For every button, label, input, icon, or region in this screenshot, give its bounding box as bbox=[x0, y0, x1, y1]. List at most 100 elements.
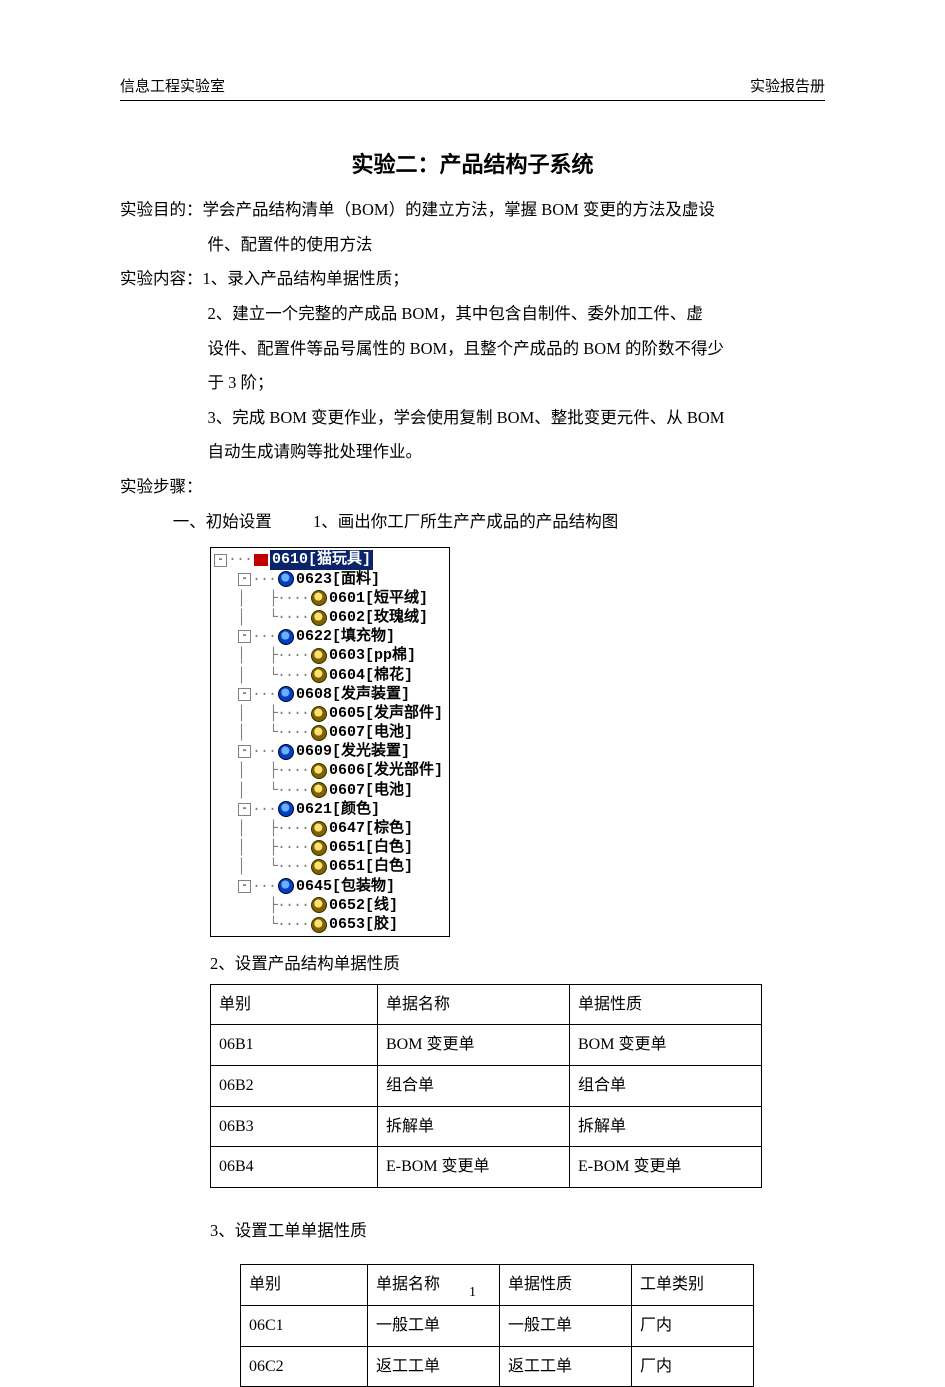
table-header-cell: 单别 bbox=[211, 984, 378, 1025]
tree-row[interactable]: │ └···· 0604[棉花] bbox=[213, 666, 443, 685]
table-cell: 返工工单 bbox=[368, 1346, 500, 1387]
table-cell: 06B3 bbox=[211, 1106, 378, 1147]
tree-row[interactable]: │ └···· 0607[电池] bbox=[213, 781, 443, 800]
tree-row[interactable]: ├···· 0652[线] bbox=[213, 896, 443, 915]
leaf-icon bbox=[311, 725, 327, 741]
table-cell: E-BOM 变更单 bbox=[378, 1147, 570, 1188]
table-workorder-type: 单别单据名称单据性质工单类别06C1一般工单一般工单厂内06C2返工工单返工工单… bbox=[240, 1264, 754, 1387]
table-cell: 厂内 bbox=[632, 1306, 754, 1347]
table-cell: 一般工单 bbox=[500, 1306, 632, 1347]
content-line1: 实验内容：1、录入产品结构单据性质； bbox=[120, 262, 825, 297]
table-row: 06B3拆解单拆解单 bbox=[211, 1106, 762, 1147]
table-row: 06C2返工工单返工工单厂内 bbox=[241, 1346, 754, 1387]
tree-row[interactable]: │ └···· 0602[玫瑰绒] bbox=[213, 608, 443, 627]
tree-row[interactable]: -··· 0609[发光装置] bbox=[213, 742, 443, 761]
node-icon bbox=[278, 744, 294, 760]
leaf-icon bbox=[311, 917, 327, 933]
table-row: 06B4E-BOM 变更单E-BOM 变更单 bbox=[211, 1147, 762, 1188]
collapse-icon[interactable]: - bbox=[238, 630, 251, 643]
table-header-cell: 单据名称 bbox=[378, 984, 570, 1025]
leaf-icon bbox=[311, 782, 327, 798]
content-item3a: 3、完成 BOM 变更作业，学会使用复制 BOM、整批变更元件、从 BOM bbox=[120, 401, 825, 436]
table-cell: 06B2 bbox=[211, 1065, 378, 1106]
table-cell: BOM 变更单 bbox=[570, 1025, 762, 1066]
header-left: 信息工程实验室 bbox=[120, 75, 225, 96]
tree-root-label: 0610[猫玩具] bbox=[270, 550, 373, 569]
step1-1: 1、画出你工厂所生产产成品的产品结构图 bbox=[313, 512, 618, 531]
tree-row[interactable]: │ └···· 0607[电池] bbox=[213, 723, 443, 742]
purpose-line1: 实验目的：学会产品结构清单（BOM）的建立方法，掌握 BOM 变更的方法及虚设 bbox=[120, 193, 825, 228]
doc-title: 实验二：产品结构子系统 bbox=[120, 147, 825, 179]
tree-row[interactable]: -··· 0622[填充物] bbox=[213, 627, 443, 646]
content-item1: 1、录入产品结构单据性质； bbox=[203, 269, 409, 288]
table-doc-type: 单别单据名称单据性质06B1BOM 变更单BOM 变更单06B2组合单组合单06… bbox=[210, 984, 762, 1188]
table-cell: 组合单 bbox=[378, 1065, 570, 1106]
header-right: 实验报告册 bbox=[750, 75, 825, 96]
bom-tree: -··· 0610[猫玩具] -··· 0623[面料] │ ├···· 060… bbox=[210, 547, 450, 937]
leaf-icon bbox=[311, 763, 327, 779]
content-label: 实验内容： bbox=[120, 262, 203, 297]
tree-row[interactable]: │ ├···· 0605[发声部件] bbox=[213, 704, 443, 723]
tree-label: 0653[胶] bbox=[329, 915, 398, 934]
tree-row[interactable]: └···· 0653[胶] bbox=[213, 915, 443, 934]
collapse-icon[interactable]: - bbox=[214, 554, 227, 567]
tree-label: 0601[短平绒] bbox=[329, 589, 428, 608]
tree-row[interactable]: │ ├···· 0647[棕色] bbox=[213, 819, 443, 838]
tree-row[interactable]: -··· 0621[颜色] bbox=[213, 800, 443, 819]
table-cell: 06C2 bbox=[241, 1346, 368, 1387]
collapse-icon[interactable]: - bbox=[238, 688, 251, 701]
content-item2b: 设件、配置件等品号属性的 BOM，且整个产成品的 BOM 的阶数不得少 bbox=[120, 332, 825, 367]
body: 实验目的：学会产品结构清单（BOM）的建立方法，掌握 BOM 变更的方法及虚设 … bbox=[120, 193, 825, 1387]
table-cell: 组合单 bbox=[570, 1065, 762, 1106]
leaf-icon bbox=[311, 648, 327, 664]
tree-row[interactable]: -··· 0623[面料] bbox=[213, 570, 443, 589]
tree-label: 0607[电池] bbox=[329, 781, 413, 800]
table-cell: 返工工单 bbox=[500, 1346, 632, 1387]
table-cell: 06B1 bbox=[211, 1025, 378, 1066]
tree-label: 0651[白色] bbox=[329, 838, 413, 857]
tree-row[interactable]: -··· 0608[发声装置] bbox=[213, 685, 443, 704]
tree-row[interactable]: │ ├···· 0601[短平绒] bbox=[213, 589, 443, 608]
collapse-icon[interactable]: - bbox=[238, 880, 251, 893]
step1-row: 一、初始设置 1、画出你工厂所生产产成品的产品结构图 bbox=[120, 505, 825, 540]
table-row: 06B2组合单组合单 bbox=[211, 1065, 762, 1106]
leaf-icon bbox=[311, 897, 327, 913]
tree-label: 0604[棉花] bbox=[329, 666, 413, 685]
tree-label: 0609[发光装置] bbox=[296, 742, 410, 761]
tree-label: 0621[颜色] bbox=[296, 800, 380, 819]
table-row: 06C1一般工单一般工单厂内 bbox=[241, 1306, 754, 1347]
root-icon bbox=[254, 554, 268, 566]
purpose-line2: 件、配置件的使用方法 bbox=[120, 228, 825, 263]
tree-label: 0602[玫瑰绒] bbox=[329, 608, 428, 627]
node-icon bbox=[278, 801, 294, 817]
step1-label: 一、初始设置 bbox=[173, 512, 272, 531]
leaf-icon bbox=[311, 821, 327, 837]
table-cell: 拆解单 bbox=[378, 1106, 570, 1147]
node-icon bbox=[278, 571, 294, 587]
collapse-icon[interactable]: - bbox=[238, 745, 251, 758]
tree-row[interactable]: │ └···· 0651[白色] bbox=[213, 857, 443, 876]
table-cell: 拆解单 bbox=[570, 1106, 762, 1147]
sec2-title: 2、设置产品结构单据性质 bbox=[210, 947, 825, 982]
collapse-icon[interactable]: - bbox=[238, 573, 251, 586]
tree-label: 0603[pp棉] bbox=[329, 646, 416, 665]
collapse-icon[interactable]: - bbox=[238, 803, 251, 816]
tree-row[interactable]: │ ├···· 0651[白色] bbox=[213, 838, 443, 857]
sec3-title: 3、设置工单单据性质 bbox=[210, 1214, 825, 1249]
tree-label: 0605[发声部件] bbox=[329, 704, 443, 723]
table-cell: BOM 变更单 bbox=[378, 1025, 570, 1066]
tree-label: 0607[电池] bbox=[329, 723, 413, 742]
page-header: 信息工程实验室 实验报告册 bbox=[120, 75, 825, 101]
tree-label: 0623[面料] bbox=[296, 570, 380, 589]
table-header-cell: 单据性质 bbox=[570, 984, 762, 1025]
leaf-icon bbox=[311, 859, 327, 875]
tree-label: 0645[包装物] bbox=[296, 877, 395, 896]
leaf-icon bbox=[311, 667, 327, 683]
tree-label: 0608[发声装置] bbox=[296, 685, 410, 704]
tree-row[interactable]: │ ├···· 0603[pp棉] bbox=[213, 646, 443, 665]
page: 信息工程实验室 实验报告册 实验二：产品结构子系统 实验目的：学会产品结构清单（… bbox=[0, 0, 945, 1337]
table-cell: E-BOM 变更单 bbox=[570, 1147, 762, 1188]
tree-row[interactable]: │ ├···· 0606[发光部件] bbox=[213, 761, 443, 780]
tree-row-root[interactable]: -··· 0610[猫玩具] bbox=[213, 550, 443, 569]
tree-row[interactable]: -··· 0645[包装物] bbox=[213, 877, 443, 896]
